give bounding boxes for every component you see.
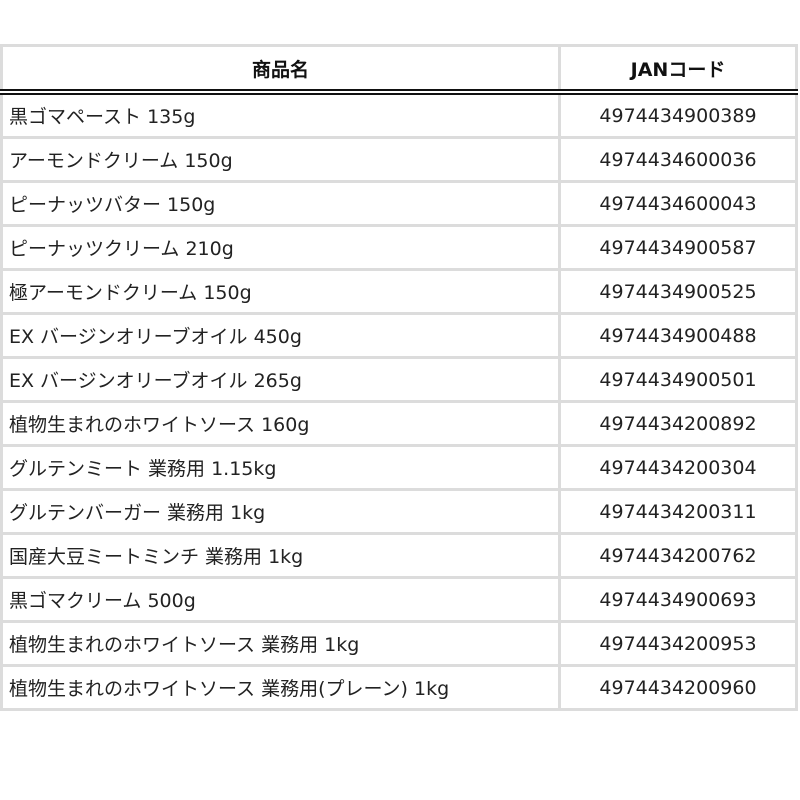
table-row: EX バージンオリーブオイル 265g 4974434900501 <box>0 356 798 403</box>
table-row: 植物生まれのホワイトソース 業務用 1kg 4974434200953 <box>0 620 798 667</box>
table-row: EX バージンオリーブオイル 450g 4974434900488 <box>0 312 798 359</box>
jan-code-cell: 4974434200762 <box>558 532 798 579</box>
product-jan-table: 商品名 JANコード 黒ゴマペースト 135g 4974434900389 アーモン… <box>0 44 798 711</box>
jan-code-cell: 4974434200892 <box>558 400 798 447</box>
jan-code-cell: 4974434200304 <box>558 444 798 491</box>
product-name-cell: アーモンドクリーム 150g <box>0 136 561 183</box>
product-name-cell: 黒ゴマクリーム 500g <box>0 576 561 623</box>
header-row: 商品名 JANコード <box>0 44 798 95</box>
product-name-cell: EX バージンオリーブオイル 450g <box>0 312 561 359</box>
product-name-cell: 極アーモンドクリーム 150g <box>0 268 561 315</box>
table-row: ピーナッツクリーム 210g 4974434900587 <box>0 224 798 271</box>
product-name-cell: ピーナッツクリーム 210g <box>0 224 561 271</box>
jan-code-cell: 4974434900501 <box>558 356 798 403</box>
table-row: 国産大豆ミートミンチ 業務用 1kg 4974434200762 <box>0 532 798 579</box>
table-row: 黒ゴマペースト 135g 4974434900389 <box>0 90 798 139</box>
table-row: 黒ゴマクリーム 500g 4974434900693 <box>0 576 798 623</box>
table-row: グルテンミート 業務用 1.15kg 4974434200304 <box>0 444 798 491</box>
table-row: 植物生まれのホワイトソース 160g 4974434200892 <box>0 400 798 447</box>
product-name-cell: EX バージンオリーブオイル 265g <box>0 356 561 403</box>
jan-code-cell: 4974434900693 <box>558 576 798 623</box>
jan-code-cell: 4974434200311 <box>558 488 798 535</box>
product-name-cell: ピーナッツバター 150g <box>0 180 561 227</box>
table-row: アーモンドクリーム 150g 4974434600036 <box>0 136 798 183</box>
product-name-cell: 黒ゴマペースト 135g <box>0 90 561 139</box>
table-row: 極アーモンドクリーム 150g 4974434900525 <box>0 268 798 315</box>
jan-code-cell: 4974434900488 <box>558 312 798 359</box>
product-name-cell: グルテンミート 業務用 1.15kg <box>0 444 561 491</box>
product-name-cell: 植物生まれのホワイトソース 業務用(プレーン) 1kg <box>0 664 561 711</box>
product-name-cell: グルテンバーガー 業務用 1kg <box>0 488 561 535</box>
product-name-cell: 国産大豆ミートミンチ 業務用 1kg <box>0 532 561 579</box>
table-row: 植物生まれのホワイトソース 業務用(プレーン) 1kg 4974434200960 <box>0 664 798 711</box>
jan-code-cell: 4974434900389 <box>558 90 798 139</box>
table-row: グルテンバーガー 業務用 1kg 4974434200311 <box>0 488 798 535</box>
jan-code-cell: 4974434600043 <box>558 180 798 227</box>
product-name-cell: 植物生まれのホワイトソース 業務用 1kg <box>0 620 561 667</box>
jan-code-cell: 4974434600036 <box>558 136 798 183</box>
jan-code-cell: 4974434200960 <box>558 664 798 711</box>
jan-code-cell: 4974434900587 <box>558 224 798 271</box>
product-name-cell: 植物生まれのホワイトソース 160g <box>0 400 561 447</box>
header-jan-code: JANコード <box>558 44 798 95</box>
header-product-name: 商品名 <box>0 44 561 95</box>
table-row: ピーナッツバター 150g 4974434600043 <box>0 180 798 227</box>
jan-code-cell: 4974434900525 <box>558 268 798 315</box>
jan-code-cell: 4974434200953 <box>558 620 798 667</box>
